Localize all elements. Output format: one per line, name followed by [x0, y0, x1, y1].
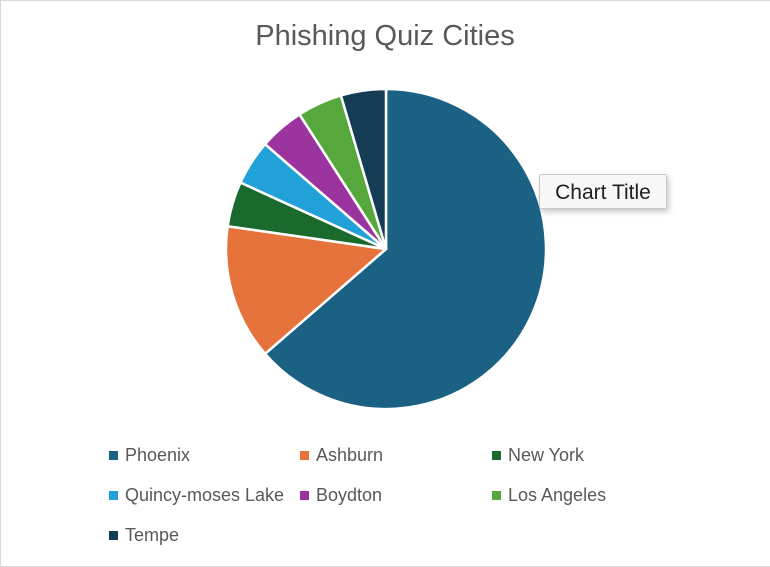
pie-slice-ashburn[interactable] — [224, 224, 388, 356]
legend-swatch — [300, 490, 309, 500]
legend-swatch — [300, 450, 309, 460]
chart-title[interactable]: Phishing Quiz Cities — [255, 20, 515, 52]
legend-label: New York — [508, 444, 585, 465]
legend-label: Phoenix — [125, 444, 191, 465]
legend-item-quincy-moses-lake[interactable]: Quincy-moses Lake — [109, 484, 284, 506]
legend-label: Boydton — [316, 484, 383, 505]
legend-label: Quincy-moses Lake — [125, 484, 285, 505]
legend-item-tempe[interactable]: Tempe — [109, 524, 179, 546]
legend-swatch — [109, 530, 118, 540]
legend-swatch — [109, 450, 118, 460]
legend-swatch — [492, 490, 501, 500]
legend-label: Los Angeles — [508, 484, 607, 505]
legend-label: Tempe — [125, 524, 180, 545]
pie-slice-tempe[interactable] — [339, 87, 388, 251]
legend-item-phoenix[interactable]: Phoenix — [109, 444, 190, 466]
legend-label: Ashburn — [316, 444, 384, 465]
chart-title-tooltip: Chart Title — [539, 174, 667, 209]
legend-swatch — [109, 490, 118, 500]
legend-swatch — [492, 450, 501, 460]
legend-item-ashburn[interactable]: Ashburn — [300, 444, 383, 466]
pie-slice-phoenix[interactable] — [263, 87, 548, 411]
legend-item-los-angeles[interactable]: Los Angeles — [492, 484, 606, 506]
legend-item-boydton[interactable]: Boydton — [300, 484, 382, 506]
legend-item-new-york[interactable]: New York — [492, 444, 584, 466]
